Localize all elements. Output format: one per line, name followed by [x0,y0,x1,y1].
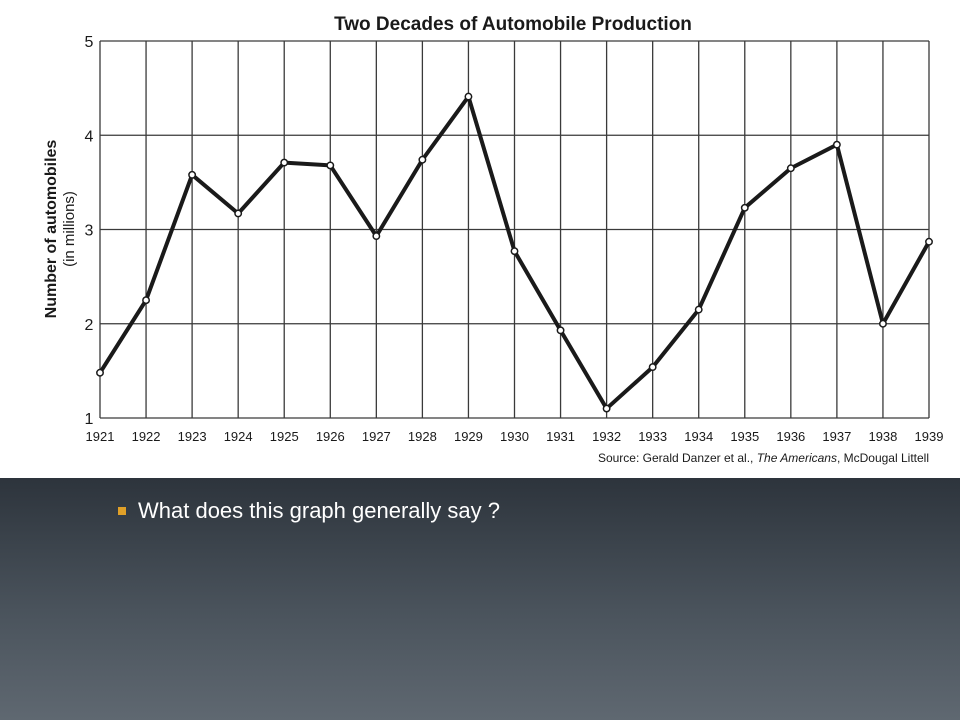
data-point [740,203,749,212]
y-tick-label: 5 [85,34,94,51]
slide-body: What does this graph generally say ? [0,478,960,720]
y-axis-label: Number of automobiles [43,140,60,319]
bullet-text: What does this graph generally say ? [138,498,500,523]
data-point [280,158,289,167]
x-tick-label: 1929 [454,429,483,444]
x-tick-label: 1925 [270,429,299,444]
x-tick-label: 1937 [822,429,851,444]
y-tick-label: 4 [85,128,94,145]
x-tick-label: 1933 [638,429,667,444]
x-tick-label: 1931 [546,429,575,444]
data-point [372,232,381,241]
x-tick-label: 1922 [132,429,161,444]
data-point [694,305,703,314]
source-note: Source: Gerald Danzer et al., The Americ… [598,451,929,465]
data-point [142,296,151,305]
chart-title: Two Decades of Automobile Production [334,14,692,35]
data-point [602,404,611,413]
x-tick-label: 1921 [86,429,115,444]
data-point [464,92,473,101]
data-point [878,319,887,328]
line-chart: Two Decades of Automobile Production 192… [43,14,944,465]
data-point [556,326,565,335]
x-tick-label: 1930 [500,429,529,444]
data-point [418,155,427,164]
x-tick-label: 1924 [224,429,253,444]
data-point [648,363,657,372]
y-tick-label: 1 [85,411,94,428]
square-bullet-icon [118,507,126,515]
x-tick-label: 1927 [362,429,391,444]
bullet-item: What does this graph generally say ? [118,498,500,524]
data-point [510,247,519,256]
x-tick-label: 1936 [776,429,805,444]
data-point [786,164,795,173]
x-tick-label: 1935 [730,429,759,444]
y-tick-label: 2 [85,317,94,334]
chart-panel: Two Decades of Automobile Production 192… [43,14,944,465]
x-tick-label: 1938 [868,429,897,444]
x-tick-label: 1926 [316,429,345,444]
x-tick-label: 1934 [684,429,713,444]
data-point [96,368,104,377]
x-tick-label: 1932 [592,429,621,444]
data-point [188,170,197,179]
data-point [234,209,243,218]
data-point [326,161,335,170]
x-tick-label: 1923 [178,429,207,444]
data-point [925,237,933,246]
x-tick-label: 1928 [408,429,437,444]
y-axis-sublabel: (in millions) [61,191,78,267]
x-tick-label: 1939 [915,429,944,444]
y-tick-label: 3 [85,223,94,240]
data-point [832,140,841,149]
